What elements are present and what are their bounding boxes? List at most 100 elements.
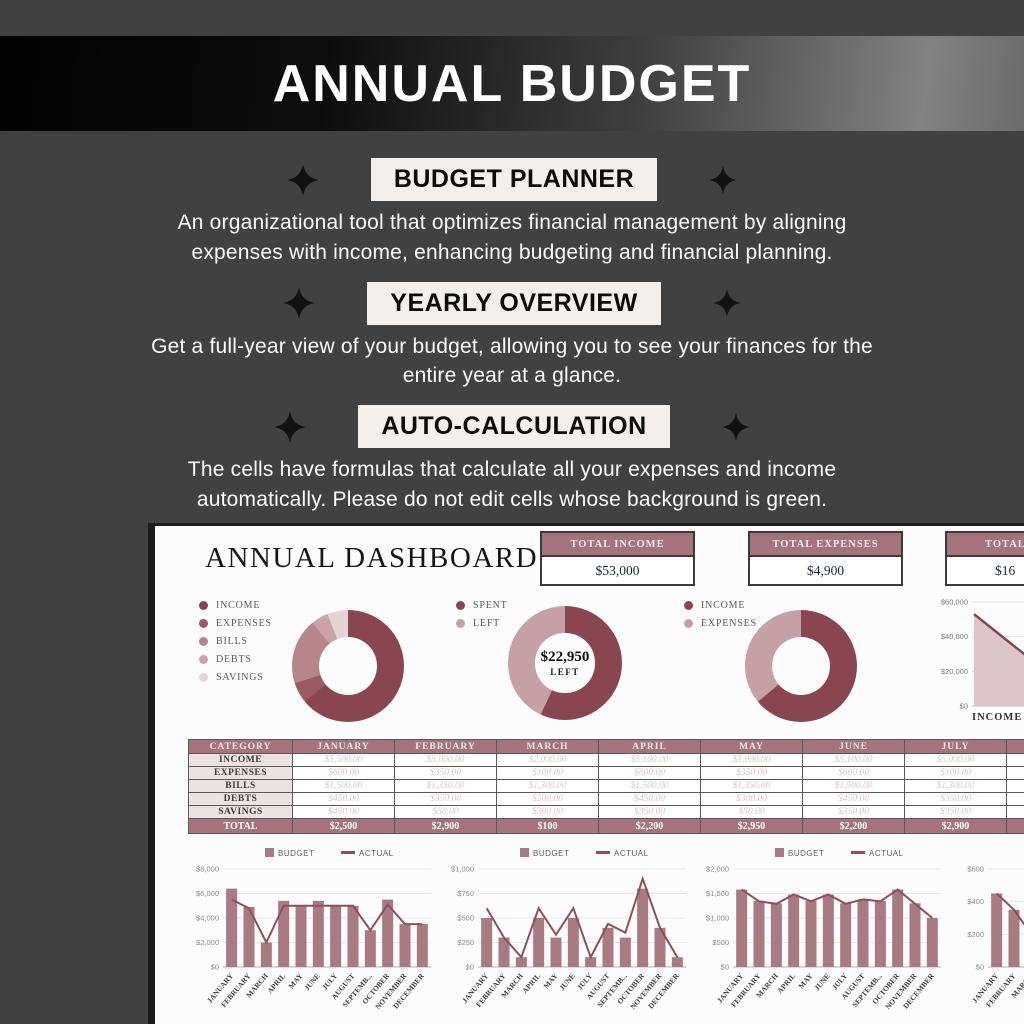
table-row: SAVINGS $450.00 $50.00 $300.00 $350.00 $50.00… bbox=[188, 805, 1024, 819]
legend-item: BILLS bbox=[199, 636, 272, 647]
table-cell: $600.00 bbox=[292, 766, 395, 780]
summary-card-value: $4,900 bbox=[806, 562, 845, 578]
spreadsheet-dashboard-screenshot: ANNUAL DASHBOARD TOTAL INCOME $53,000 TOTA… bbox=[148, 523, 1024, 1024]
legend-item: INCOME bbox=[684, 600, 757, 611]
feature-auto-calculation: AUTO-CALCULATION The cells have formulas… bbox=[188, 405, 836, 525]
table-cell bbox=[1006, 739, 1024, 754]
table-cell: $450.00 bbox=[292, 805, 395, 819]
legend-label: BUDGET bbox=[278, 849, 314, 858]
feature-yearly-overview: YEARLY OVERVIEW Get a full-year view of … bbox=[151, 281, 873, 402]
table-row-label: SAVINGS bbox=[188, 805, 293, 819]
table-cell: $350.00 bbox=[700, 766, 803, 780]
feature-description: The cells have formulas that calculate a… bbox=[187, 458, 837, 512]
feature-label-row: AUTO-CALCULATION bbox=[274, 405, 750, 449]
legend-label: SAVINGS bbox=[216, 672, 264, 683]
legend-label: BUDGET bbox=[533, 849, 569, 858]
y-axis-tick: $0 bbox=[976, 963, 984, 972]
y-axis-tick: $4,000 bbox=[196, 914, 219, 923]
feature-label: YEARLY OVERVIEW bbox=[367, 281, 661, 325]
amount-left-value: $22,950 bbox=[540, 649, 590, 665]
table-cell: $1,300.00 bbox=[904, 779, 1007, 793]
table-cell: $2,000.00 bbox=[496, 753, 599, 767]
table-cell bbox=[1006, 779, 1024, 793]
table-row: INCOME $5,500.00 $5,000.00 $2,000.00 $5,100.… bbox=[188, 753, 1024, 767]
y-axis-tick: $2,000 bbox=[196, 938, 219, 947]
legend-dot-icon bbox=[199, 601, 208, 610]
legend-label: INCOME bbox=[216, 600, 261, 611]
bar-chart-svg: BUDGETACTUAL$600$400$200$0JANUARYFEBRUAR… bbox=[967, 865, 1024, 1009]
donut-center: $22,950 LEFT bbox=[508, 606, 622, 720]
table-cell: $200.00 bbox=[496, 792, 599, 806]
table-cell: $2,900 bbox=[394, 818, 497, 834]
sparkle-icon bbox=[721, 412, 750, 441]
table-cell: $2,200 bbox=[802, 818, 905, 834]
table-cell: $1,350.00 bbox=[394, 779, 497, 793]
table-row-label: TOTAL bbox=[188, 818, 293, 834]
legend-dot-icon bbox=[199, 637, 208, 646]
table-cell: $1,300.00 bbox=[496, 779, 599, 793]
legend-label: ACTUAL bbox=[614, 849, 649, 858]
y-axis-tick: $20,000 bbox=[941, 667, 968, 676]
legend-label: BUDGET bbox=[788, 849, 824, 858]
title-banner: ANNUAL BUDGET bbox=[0, 36, 1024, 131]
table-row-label: DEBTS bbox=[188, 792, 293, 806]
income-area-chart: $60,000 $40,000 $20,000 $0 INCOME bbox=[918, 586, 1024, 736]
x-axis-label: INCOME bbox=[972, 712, 1022, 723]
table-cell: $1,350.00 bbox=[700, 779, 803, 793]
table-cell: JULY bbox=[904, 739, 1007, 754]
table-cell: APRIL bbox=[598, 739, 701, 754]
table-cell: $450.00 bbox=[802, 792, 905, 806]
legend-dot-icon bbox=[684, 601, 693, 610]
x-axis-label: APRIL bbox=[265, 972, 287, 996]
y-axis-tick: $1,500 bbox=[706, 889, 729, 898]
donut-chart-income-expenses bbox=[745, 610, 857, 722]
bar-chart-bills: BUDGET ACTUAL $2,000 $1,500 $1,000 $500 $0 JANU… bbox=[693, 845, 948, 1023]
legend-item: INCOME bbox=[199, 600, 272, 611]
legend-income-expenses: INCOME EXPENSES bbox=[684, 600, 757, 629]
sparkle-icon bbox=[274, 410, 307, 443]
table-cell: $100 bbox=[496, 818, 599, 834]
table-cell: $100.00 bbox=[904, 766, 1007, 780]
table-cell: $300.00 bbox=[700, 792, 803, 806]
table-cell: $5,100.00 bbox=[598, 753, 701, 767]
y-axis-tick: $0 bbox=[960, 702, 968, 711]
table-cell: $1,500.00 bbox=[292, 779, 395, 793]
bar-chart-income: BUDGET ACTUAL $8,000 $6,000 $4,000 $2,000 $0 JA… bbox=[183, 845, 438, 1023]
y-axis-tick: $8,000 bbox=[196, 865, 219, 874]
summary-card: TOTAL $16 bbox=[945, 531, 1024, 586]
summary-card-header: TOTAL INCOME bbox=[542, 533, 693, 557]
table-cell: $2,200 bbox=[598, 818, 701, 834]
x-axis-label: JUNE bbox=[557, 972, 576, 993]
table-cell: $600.00 bbox=[598, 766, 701, 780]
feature-label-row: BUDGET PLANNER bbox=[286, 158, 738, 201]
table-cell: $5,000.00 bbox=[904, 753, 1007, 767]
summary-card-label: TOTAL EXPENSES bbox=[772, 538, 879, 550]
table-cell: $2,500 bbox=[292, 818, 395, 834]
y-axis-tick: $6,000 bbox=[196, 889, 219, 898]
table-row: BILLS $1,500.00 $1,350.00 $1,300.00 $1,500.0… bbox=[188, 779, 1024, 793]
table-cell: $350.00 bbox=[598, 805, 701, 819]
legend-dot-icon bbox=[199, 619, 208, 628]
legend-item: SAVINGS bbox=[199, 672, 272, 683]
table-cell: $1,500.00 bbox=[598, 779, 701, 793]
feature-label: BUDGET PLANNER bbox=[370, 158, 658, 201]
legend-label: INCOME bbox=[701, 600, 746, 611]
sparkle-icon bbox=[286, 163, 319, 196]
legend-item: EXPENSES bbox=[199, 618, 272, 629]
y-axis-tick: $400 bbox=[967, 897, 984, 906]
feature-sections: BUDGET PLANNER An organizational tool th… bbox=[0, 158, 1024, 529]
legend-item: EXPENSES bbox=[684, 618, 757, 629]
y-axis-tick: $60,000 bbox=[941, 598, 968, 607]
table-cell: $2,950 bbox=[700, 818, 803, 834]
sparkle-icon bbox=[283, 287, 316, 320]
table-row-label: EXPENSES bbox=[188, 766, 293, 780]
table-cell bbox=[1006, 818, 1024, 834]
x-axis-label: APRIL bbox=[520, 972, 542, 996]
table-row-label: INCOME bbox=[188, 753, 293, 767]
bar-chart-svg: BUDGET ACTUAL$8,000$6,000$4,000$2,000$0JA… bbox=[196, 848, 431, 1011]
table-row: CATEGORY JANUARY FEBRUARY MARCH APRIL MAY JUNE… bbox=[188, 739, 1024, 754]
y-axis-tick: $600 bbox=[967, 865, 984, 874]
table-cell: JANUARY bbox=[292, 739, 395, 754]
y-axis-tick: $500 bbox=[457, 914, 474, 923]
legend-label: EXPENSES bbox=[701, 618, 757, 629]
